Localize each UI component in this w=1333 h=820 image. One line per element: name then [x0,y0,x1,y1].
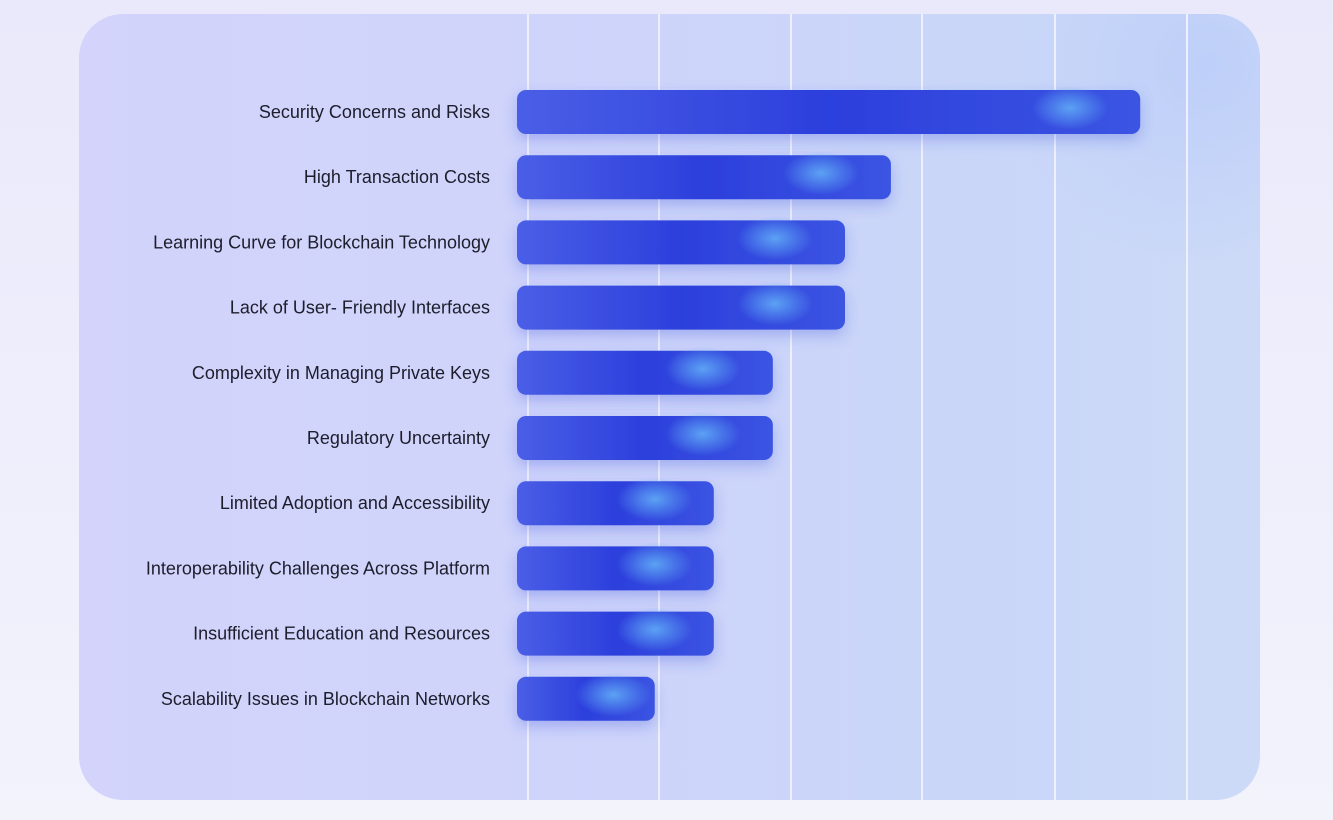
grid-lines [527,14,1188,800]
category-label: Lack of User- Friendly Interfaces [230,298,490,318]
category-label: Learning Curve for Blockchain Technology [153,232,490,252]
category-label: Security Concerns and Risks [259,102,490,122]
category-label: Limited Adoption and Accessibility [220,493,490,513]
bars [517,86,1141,721]
chart-card [79,14,1260,800]
bar [517,672,655,721]
bar [517,542,714,591]
bar-highlight [664,412,741,456]
bar [517,412,773,460]
bar-highlight [737,281,813,326]
bar-highlight [575,672,652,717]
bar-highlight [616,542,693,587]
category-labels: Security Concerns and Risks High Transact… [146,102,490,709]
bar-highlight [616,477,693,522]
bar [517,151,891,200]
bar-highlight [664,346,741,391]
bar [517,607,714,656]
bar [517,477,714,526]
bar-rect [517,90,1141,134]
category-label: Complexity in Managing Private Keys [192,363,490,383]
category-label: High Transaction Costs [304,167,490,187]
bar [517,86,1141,134]
bar [517,216,845,265]
bar [517,281,845,330]
category-label: Insufficient Education and Resources [193,624,490,644]
bar-highlight [782,151,859,196]
bar-highlight [737,216,813,261]
bar-highlight [1032,86,1109,130]
category-label: Scalability Issues in Blockchain Network… [161,689,490,709]
category-label: Interoperability Challenges Across Platf… [146,558,490,578]
bar-highlight [616,607,693,652]
bar [517,346,773,395]
category-label: Regulatory Uncertainty [307,428,490,448]
